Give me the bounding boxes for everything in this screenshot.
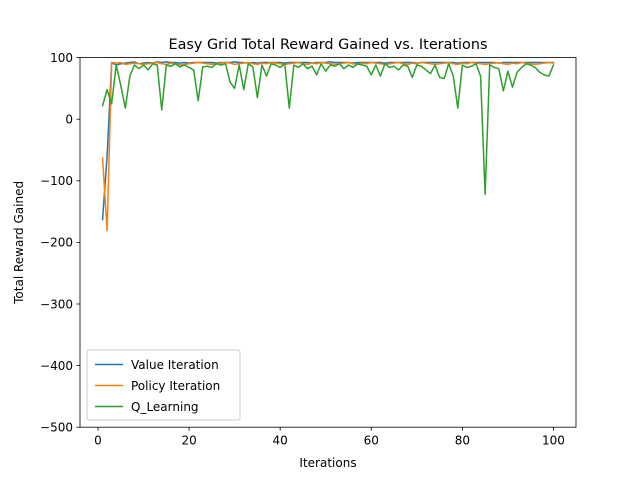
legend-label-value-iteration: Value Iteration — [131, 358, 219, 372]
y-tick-label: −100 — [40, 174, 73, 188]
x-tick-label: 60 — [364, 434, 379, 448]
y-axis-ticks: −500 −400 −300 −200 −100 0 100 — [40, 51, 80, 435]
x-tick-label: 100 — [542, 434, 565, 448]
y-tick-label: −200 — [40, 236, 73, 250]
x-tick-label: 80 — [455, 434, 470, 448]
x-tick-label: 20 — [181, 434, 196, 448]
x-tick-label: 40 — [273, 434, 288, 448]
chart-title: Easy Grid Total Reward Gained vs. Iterat… — [169, 37, 488, 53]
legend-frame — [86, 349, 241, 421]
series-line-q-learning — [101, 63, 555, 196]
legend-label-policy-iteration: Policy Iteration — [131, 379, 220, 393]
y-tick-label: 0 — [65, 113, 73, 127]
legend: Value Iteration Policy Iteration Q_Learn… — [86, 349, 241, 421]
y-tick-label: −400 — [40, 359, 73, 373]
x-axis-ticks: 0 20 40 60 80 100 — [94, 427, 565, 448]
series-line-policy-iteration — [101, 61, 555, 232]
series-line-value-iteration — [101, 61, 555, 221]
y-tick-label: −300 — [40, 297, 73, 311]
x-tick-label: 0 — [94, 434, 102, 448]
x-axis-label: Iterations — [299, 456, 356, 470]
y-tick-label: −500 — [40, 421, 73, 435]
legend-label-q-learning: Q_Learning — [131, 400, 199, 414]
y-axis-label: Total Reward Gained — [12, 181, 26, 305]
series-lines — [101, 61, 555, 232]
y-tick-label: 100 — [50, 51, 73, 65]
